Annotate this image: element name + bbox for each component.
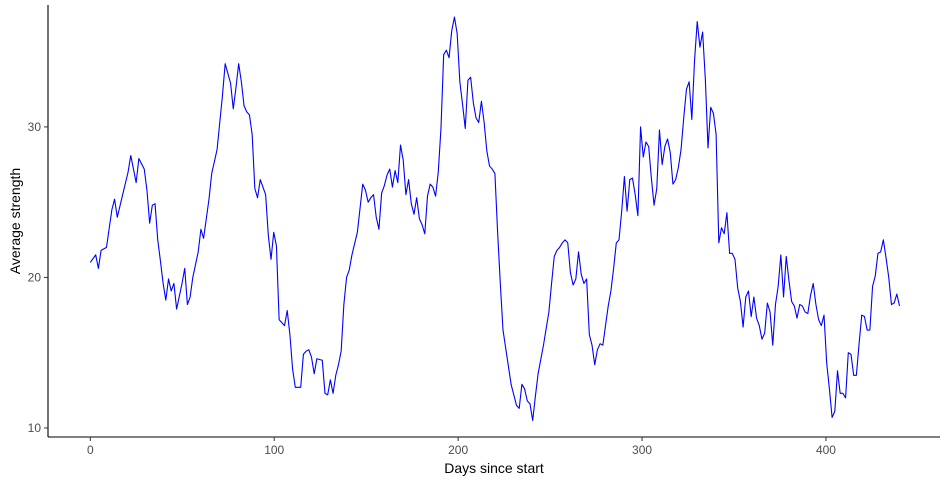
y-tick-label: 30: [28, 120, 42, 134]
x-tick-label: 100: [264, 443, 284, 457]
y-tick-label: 20: [28, 270, 42, 284]
plot-area: [89, 16, 901, 421]
y-tick-label: 10: [28, 421, 42, 435]
x-axis-title: Days since start: [444, 460, 544, 476]
x-tick-label: 0: [87, 443, 94, 457]
x-tick-label: 300: [632, 443, 652, 457]
x-tick-label: 400: [816, 443, 836, 457]
series-line-0: [89, 16, 901, 421]
y-axis-ticks: 10 20 30: [28, 120, 48, 435]
x-tick-label: 200: [448, 443, 468, 457]
x-axis-ticks: 0 100 200 300 400: [87, 437, 836, 457]
y-axis-title: Average strength: [7, 168, 23, 274]
